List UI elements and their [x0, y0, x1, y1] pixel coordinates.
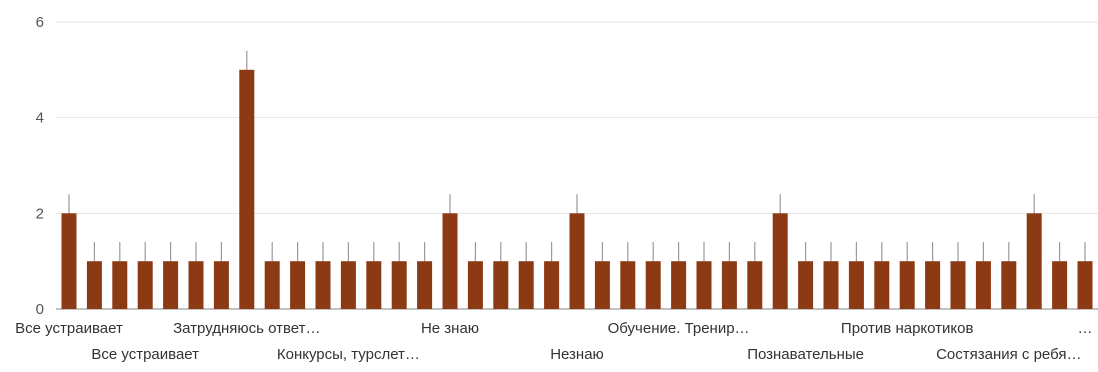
bar	[848, 261, 864, 309]
bar	[137, 261, 153, 309]
bar	[315, 261, 331, 309]
bar	[747, 261, 763, 309]
bar	[518, 261, 534, 309]
y-tick-label: 6	[36, 14, 44, 31]
x-tick-label: …	[1078, 320, 1093, 337]
x-tick-label: Конкурсы, турслет…	[277, 346, 420, 363]
bar	[1001, 261, 1017, 309]
bar	[899, 261, 915, 309]
bar	[467, 261, 483, 309]
y-tick-label: 4	[36, 110, 44, 127]
x-tick-label: Затрудняюсь ответ…	[173, 320, 320, 337]
x-tick-label: Состязания с ребя…	[936, 346, 1081, 363]
bar	[721, 261, 737, 309]
x-tick-label: Незнаю	[550, 346, 604, 363]
bar	[594, 261, 610, 309]
bar	[925, 261, 941, 309]
bar	[823, 261, 839, 309]
bar	[112, 261, 128, 309]
bar	[290, 261, 306, 309]
bar	[264, 261, 280, 309]
bars	[61, 69, 1093, 309]
bar	[163, 261, 179, 309]
bar	[874, 261, 890, 309]
bar	[442, 213, 458, 309]
bar	[1052, 261, 1068, 309]
bar	[950, 261, 966, 309]
bar	[340, 261, 356, 309]
bar	[188, 261, 204, 309]
bar	[366, 261, 382, 309]
bar	[696, 261, 712, 309]
y-axis-ticks: 0 2 4 6	[36, 14, 44, 318]
y-tick-label: 0	[36, 301, 44, 318]
bar	[975, 261, 991, 309]
x-tick-label: Познавательные	[747, 346, 864, 363]
bar	[620, 261, 636, 309]
x-tick-label: Все устраивает	[15, 320, 123, 337]
bar	[239, 69, 255, 309]
bar	[671, 261, 687, 309]
x-axis-labels: Все устраивает Все устраивает Затрудняюсь …	[15, 320, 1092, 363]
bar	[798, 261, 814, 309]
bar	[417, 261, 433, 309]
bar	[86, 261, 102, 309]
bar	[645, 261, 661, 309]
error-bars	[68, 50, 1086, 262]
bar	[1026, 213, 1042, 309]
bar	[391, 261, 407, 309]
bar	[544, 261, 560, 309]
x-tick-label: Все устраивает	[91, 346, 199, 363]
bar	[1077, 261, 1093, 309]
x-tick-label: Обучение. Тренир…	[608, 320, 750, 337]
bar	[213, 261, 229, 309]
bar	[772, 213, 788, 309]
y-tick-label: 2	[36, 205, 44, 222]
bar	[61, 213, 77, 309]
x-tick-label: Против наркотиков	[841, 320, 974, 337]
bar	[569, 213, 585, 309]
bar	[493, 261, 509, 309]
x-tick-label: Не знаю	[421, 320, 479, 337]
